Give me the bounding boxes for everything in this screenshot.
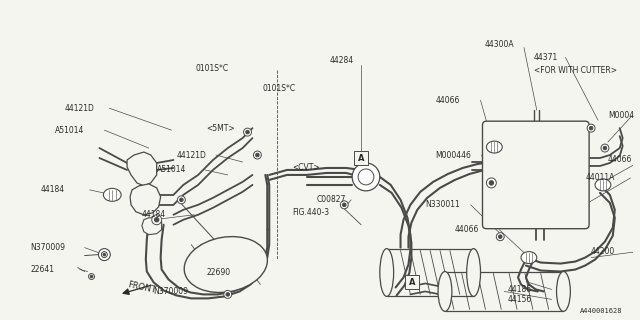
Circle shape <box>601 144 609 152</box>
Text: 44186: 44186 <box>507 285 531 294</box>
Text: 44121D: 44121D <box>177 150 206 160</box>
Text: 44300A: 44300A <box>484 40 514 49</box>
Text: 0101S*C: 0101S*C <box>262 84 296 93</box>
Circle shape <box>496 233 504 241</box>
Ellipse shape <box>557 271 570 311</box>
Circle shape <box>177 196 186 204</box>
Ellipse shape <box>104 188 121 201</box>
Text: M0004: M0004 <box>608 111 634 120</box>
Ellipse shape <box>521 252 537 264</box>
Text: N370009: N370009 <box>30 243 65 252</box>
Ellipse shape <box>467 249 481 296</box>
Text: A51014: A51014 <box>157 165 186 174</box>
Text: <FOR WITH CUTTER>: <FOR WITH CUTTER> <box>534 66 617 75</box>
FancyBboxPatch shape <box>483 121 589 229</box>
Text: 44066: 44066 <box>436 96 460 105</box>
Ellipse shape <box>486 141 502 153</box>
Text: C00827: C00827 <box>317 195 346 204</box>
Ellipse shape <box>380 249 394 296</box>
Text: N370009: N370009 <box>154 287 189 296</box>
Text: FIG.440-3: FIG.440-3 <box>292 208 329 217</box>
Text: A440001628: A440001628 <box>580 308 623 314</box>
Circle shape <box>489 181 493 185</box>
Text: <CVT>: <CVT> <box>292 164 319 172</box>
Circle shape <box>255 153 259 157</box>
Text: <5MT>: <5MT> <box>206 124 235 132</box>
Circle shape <box>154 218 159 222</box>
Polygon shape <box>127 152 157 186</box>
Text: 44284: 44284 <box>330 56 353 65</box>
Circle shape <box>180 198 183 202</box>
Text: 44371: 44371 <box>534 53 558 62</box>
Circle shape <box>358 169 374 185</box>
Circle shape <box>603 146 607 150</box>
Text: A: A <box>409 278 415 287</box>
Ellipse shape <box>184 236 268 292</box>
Circle shape <box>587 124 595 132</box>
Text: 44121D: 44121D <box>65 104 95 113</box>
Circle shape <box>253 151 261 159</box>
Text: 44184: 44184 <box>40 185 64 194</box>
Circle shape <box>342 203 346 207</box>
Text: 44200: 44200 <box>591 247 615 256</box>
Circle shape <box>340 201 348 209</box>
Polygon shape <box>142 218 162 235</box>
Circle shape <box>589 126 593 130</box>
Text: 0101S*C: 0101S*C <box>195 64 228 73</box>
Circle shape <box>244 128 252 136</box>
Circle shape <box>499 235 502 238</box>
Text: N330011: N330011 <box>425 200 460 209</box>
Circle shape <box>101 252 108 258</box>
Circle shape <box>152 215 162 225</box>
Text: 22690: 22690 <box>206 268 230 277</box>
Ellipse shape <box>438 271 452 311</box>
Text: 44066: 44066 <box>608 156 632 164</box>
Circle shape <box>88 274 95 279</box>
Circle shape <box>103 253 106 256</box>
Circle shape <box>246 130 250 134</box>
Circle shape <box>226 292 230 296</box>
Ellipse shape <box>595 179 611 191</box>
Text: 44011A: 44011A <box>585 173 614 182</box>
Circle shape <box>99 249 110 260</box>
Circle shape <box>224 291 232 298</box>
Polygon shape <box>130 184 161 215</box>
Bar <box>406 276 419 289</box>
Text: M000446: M000446 <box>435 150 471 160</box>
Text: 44066: 44066 <box>455 225 479 234</box>
Circle shape <box>486 178 496 188</box>
Text: 44184: 44184 <box>142 210 166 219</box>
Bar <box>354 151 368 165</box>
Text: A: A <box>358 154 364 163</box>
Circle shape <box>352 163 380 191</box>
Text: FRONT: FRONT <box>127 280 157 295</box>
Text: 44156: 44156 <box>507 295 531 304</box>
Text: A51014: A51014 <box>55 126 84 135</box>
Text: 22641: 22641 <box>30 265 54 274</box>
Circle shape <box>90 275 93 278</box>
